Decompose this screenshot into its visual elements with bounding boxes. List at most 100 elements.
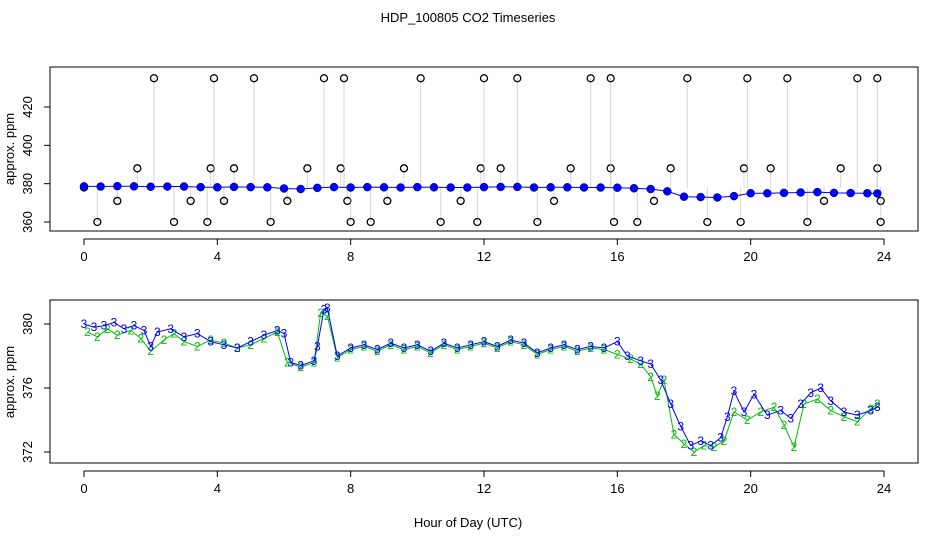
top-point bbox=[633, 217, 642, 227]
bottom-point-label: 3 bbox=[601, 341, 608, 355]
bottom-point-label: 3 bbox=[101, 319, 108, 333]
bottom-point-label: 3 bbox=[311, 354, 318, 368]
bottom-point-label: 2 bbox=[137, 331, 144, 345]
bottom-point-label: 2 bbox=[647, 370, 654, 384]
top-point bbox=[219, 196, 229, 206]
top-point bbox=[596, 183, 605, 192]
bottom-point-label: 3 bbox=[817, 381, 824, 395]
bottom-point-label: 3 bbox=[764, 408, 771, 422]
bottom-point-label: 2 bbox=[104, 322, 111, 336]
top-point bbox=[416, 74, 425, 83]
top-point bbox=[266, 217, 275, 227]
bottom-point-label: 3 bbox=[131, 319, 138, 333]
bottom-point-label: 2 bbox=[801, 397, 808, 411]
bottom-point-label: 3 bbox=[297, 359, 304, 373]
bottom-point-label: 2 bbox=[374, 344, 381, 358]
top-point bbox=[813, 187, 822, 197]
bottom-point-label: 3 bbox=[121, 322, 128, 336]
bottom-axes: 0 4 8 12 16 20 24 372 376 380 bbox=[20, 313, 891, 496]
top-point bbox=[646, 184, 655, 194]
top-point bbox=[736, 217, 745, 227]
top-point bbox=[566, 164, 575, 173]
bottom-point-label: 2 bbox=[507, 335, 514, 349]
bottom-point-label: 2 bbox=[324, 309, 331, 323]
top-point bbox=[313, 183, 322, 193]
top-point bbox=[473, 217, 482, 227]
bottom-point-label: 2 bbox=[614, 347, 621, 361]
bottom-point-label: 2 bbox=[467, 339, 474, 353]
top-point bbox=[476, 164, 485, 173]
top-point bbox=[163, 182, 172, 191]
top-point bbox=[229, 182, 239, 192]
bottom-point-label: 2 bbox=[481, 336, 488, 350]
top-point bbox=[346, 217, 355, 227]
top-point bbox=[396, 183, 405, 192]
bottom-point-label: 2 bbox=[661, 373, 668, 387]
top-point bbox=[463, 183, 472, 192]
top-point bbox=[746, 189, 755, 198]
top-point bbox=[763, 189, 772, 198]
top-point bbox=[129, 182, 139, 191]
bottom-point-label: 3 bbox=[574, 343, 581, 357]
top-point bbox=[93, 217, 102, 227]
bottom-point-label: 3 bbox=[494, 339, 501, 353]
top-point bbox=[779, 188, 789, 198]
bottom-point-label: 2 bbox=[454, 343, 461, 357]
bottom-point-label: 2 bbox=[701, 439, 708, 453]
top-point bbox=[79, 182, 89, 191]
bottom-point-label: 2 bbox=[841, 410, 848, 424]
bottom-point-label: 2 bbox=[681, 437, 688, 451]
bottom-point-label: 2 bbox=[587, 341, 594, 355]
top-y-tick-label: 420 bbox=[20, 96, 35, 118]
bottom-point-label: 3 bbox=[867, 403, 874, 417]
bottom-y-tick-label: 372 bbox=[20, 441, 35, 463]
bottom-point-label: 2 bbox=[721, 434, 728, 448]
bottom-point-label: 2 bbox=[547, 343, 554, 357]
top-point bbox=[609, 217, 619, 227]
bottom-point-label: 3 bbox=[521, 336, 528, 350]
bottom-point-label: 2 bbox=[284, 355, 291, 369]
top-y-axis-label: approx. ppm bbox=[2, 113, 17, 185]
bottom-point-label: 3 bbox=[194, 327, 201, 341]
bottom-point-label: 3 bbox=[287, 355, 294, 369]
bottom-point-label: 2 bbox=[194, 339, 201, 353]
top-x-tick-label: 24 bbox=[877, 249, 891, 264]
top-point bbox=[666, 164, 675, 173]
bottom-point-label: 3 bbox=[741, 405, 748, 419]
top-point bbox=[446, 183, 455, 192]
bottom-point-label: 3 bbox=[401, 341, 408, 355]
bottom-point-label: 3 bbox=[667, 397, 674, 411]
bottom-point-label: 3 bbox=[841, 405, 848, 419]
bottom-point-label: 3 bbox=[387, 336, 394, 350]
top-point bbox=[683, 74, 692, 83]
top-point bbox=[696, 192, 705, 202]
bottom-point-label: 2 bbox=[247, 338, 254, 352]
bottom-point-label: 3 bbox=[697, 434, 704, 448]
bottom-series-1-line bbox=[83, 307, 878, 447]
bottom-point-label: 2 bbox=[297, 360, 304, 374]
top-point bbox=[729, 191, 739, 201]
top-point bbox=[613, 183, 622, 192]
bottom-point-label: 2 bbox=[171, 327, 178, 341]
top-point bbox=[743, 74, 752, 83]
bottom-point-label: 2 bbox=[731, 405, 738, 419]
top-point bbox=[179, 182, 189, 191]
top-point bbox=[399, 164, 409, 173]
bottom-point-label: 3 bbox=[647, 357, 654, 371]
bottom-point-label: 3 bbox=[141, 323, 148, 337]
bottom-x-tick-label: 16 bbox=[610, 481, 624, 496]
top-point bbox=[366, 217, 375, 227]
bottom-point-label: 2 bbox=[84, 325, 91, 339]
top-x-tick-label: 4 bbox=[214, 249, 221, 264]
top-point bbox=[263, 183, 272, 192]
bottom-point-label: 2 bbox=[221, 336, 228, 350]
bottom-point-label: 3 bbox=[547, 341, 554, 355]
bottom-point-label: 2 bbox=[127, 323, 134, 337]
bottom-point-label: 3 bbox=[507, 333, 514, 347]
bottom-point-label: 2 bbox=[94, 330, 101, 344]
bottom-point-label: 3 bbox=[561, 338, 568, 352]
top-point bbox=[853, 74, 862, 83]
top-point bbox=[319, 74, 329, 83]
